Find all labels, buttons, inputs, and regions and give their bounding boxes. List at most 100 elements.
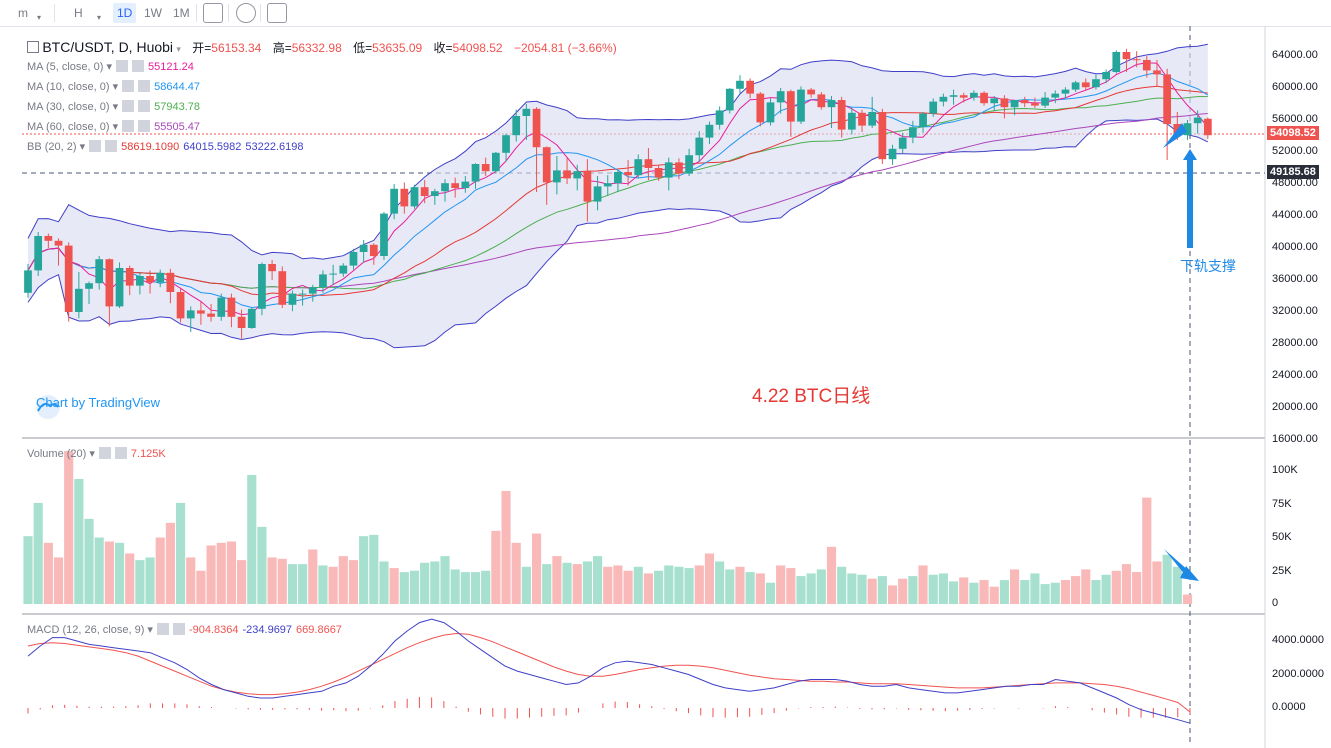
- chart-style-icon[interactable]: [203, 3, 223, 23]
- volume-bar: [450, 569, 460, 604]
- volume-bar: [959, 577, 969, 604]
- candle-body: [217, 297, 226, 317]
- indicator-ma10[interactable]: MA (10, close, 0) ▾ 58644.47: [27, 80, 201, 93]
- indicator-bb[interactable]: BB (20, 2) ▾ 58619.1090 64015.5982 53222.61…: [27, 140, 304, 153]
- interval-minute-dropdown[interactable]: m: [18, 6, 28, 20]
- price-axis-tick-label: 20000.00: [1272, 401, 1318, 413]
- candle-body: [1163, 74, 1172, 124]
- candle-body: [1081, 82, 1090, 88]
- support-arrow-small: [1163, 123, 1187, 148]
- volume-bar: [887, 585, 898, 604]
- ohlc-legend: BTC/USDT, D, Huobi ▾ 开=56153.34 高=56332.…: [27, 39, 617, 56]
- candle-body: [390, 188, 399, 214]
- macd-legend[interactable]: MACD (12, 26, close, 9) ▾ -904.8364 -234.9…: [27, 623, 342, 636]
- price-axis-tick-label: 16000.00: [1272, 433, 1318, 445]
- candle-body: [949, 95, 958, 97]
- volume-bar: [1111, 570, 1121, 604]
- interval-1w-button[interactable]: 1W: [144, 6, 162, 20]
- volume-bar: [369, 534, 379, 604]
- candle-body: [858, 112, 866, 126]
- close-icon[interactable]: [138, 100, 151, 112]
- symbol-title[interactable]: BTC/USDT, D, Huobi: [42, 39, 174, 55]
- candle-body: [817, 94, 826, 108]
- candle-body: [837, 100, 846, 130]
- settings-icon[interactable]: [122, 100, 135, 112]
- candle-body: [1153, 70, 1161, 75]
- indicator-label: MA (60, close, 0): [27, 121, 110, 133]
- volume-bar: [654, 570, 664, 604]
- indicator-value: 57943.78: [154, 101, 201, 113]
- settings-icon[interactable]: [122, 80, 135, 92]
- volume-bar: [257, 526, 267, 604]
- candle-body: [919, 113, 927, 128]
- volume-bar: [623, 570, 633, 604]
- indicator-ma60[interactable]: MA (60, close, 0) ▾ 55505.47: [27, 120, 201, 133]
- volume-bar: [877, 576, 887, 604]
- settings-icon[interactable]: [122, 120, 135, 132]
- volume-bar: [1132, 572, 1142, 604]
- close-icon[interactable]: [132, 60, 144, 72]
- volume-bar: [1101, 574, 1111, 604]
- volume-bar: [430, 561, 440, 604]
- volume-bar: [1071, 576, 1081, 604]
- volume-bar: [237, 560, 247, 604]
- candle-body: [583, 171, 592, 202]
- close-icon[interactable]: [138, 80, 151, 92]
- settings-gear-icon[interactable]: [236, 3, 256, 23]
- volume-bar: [216, 542, 226, 604]
- volume-bar: [226, 541, 236, 604]
- volume-bar: [1010, 569, 1020, 604]
- volume-bar: [267, 557, 277, 604]
- volume-legend[interactable]: Volume (20) ▾ 7.125K: [27, 447, 166, 460]
- candle-body: [634, 159, 643, 176]
- price-axis-tick-label: 52000.00: [1272, 145, 1318, 157]
- indicator-ma30[interactable]: MA (30, close, 0) ▾ 57943.78: [27, 100, 201, 113]
- volume-bar: [125, 553, 135, 604]
- chart-annotation: 4.22 BTC日线: [752, 386, 871, 407]
- volume-axis-tick-label: 0: [1272, 597, 1279, 609]
- candle-body: [329, 273, 337, 275]
- settings-icon[interactable]: [156, 623, 169, 635]
- volume-bar: [582, 561, 592, 604]
- fullscreen-icon[interactable]: [267, 3, 287, 23]
- price-axis-tick-label: 36000.00: [1272, 273, 1318, 285]
- candle-body: [807, 89, 816, 95]
- candle-body: [298, 293, 307, 295]
- interval-1m-button[interactable]: 1M: [173, 6, 190, 20]
- candle-body: [1183, 123, 1192, 136]
- volume-bar: [1050, 582, 1060, 604]
- volume-bar: [318, 565, 328, 604]
- volume-axis-tick-label: 75K: [1272, 497, 1292, 510]
- interval-hour-dropdown[interactable]: H: [74, 6, 83, 20]
- candle-body: [512, 116, 521, 136]
- volume-bar: [186, 557, 196, 604]
- settings-icon[interactable]: [98, 447, 111, 459]
- candle-body: [247, 308, 256, 328]
- settings-icon[interactable]: [89, 140, 102, 152]
- candle-body: [24, 270, 32, 293]
- tradingview-brand[interactable]: Chart by TradingView: [36, 395, 161, 410]
- low-value: 53635.09: [372, 41, 423, 55]
- chevron-down-icon: ▾: [37, 13, 42, 22]
- candle-body: [1092, 79, 1100, 88]
- close-icon[interactable]: [172, 623, 185, 635]
- candle-body: [349, 252, 358, 266]
- candle-body: [553, 170, 561, 183]
- close-icon[interactable]: [138, 120, 151, 132]
- settings-icon[interactable]: [116, 60, 128, 72]
- candle-body: [146, 276, 154, 283]
- volume-bar: [745, 572, 755, 604]
- candle-body: [990, 98, 999, 104]
- candle-body: [959, 95, 968, 98]
- price-axis-tick-label: 32000.00: [1272, 305, 1318, 317]
- bb-basis-value: 58619.1090: [121, 141, 180, 153]
- toolbar-divider: [196, 4, 197, 22]
- candle-body: [74, 288, 83, 312]
- interval-1d-button[interactable]: 1D: [113, 3, 137, 23]
- close-icon[interactable]: [114, 447, 127, 459]
- indicator-ma5[interactable]: MA (5, close, 0) ▾ 55121.24: [27, 60, 194, 73]
- collapse-icon[interactable]: [27, 41, 39, 53]
- bollinger-upper-line: [27, 43, 1208, 260]
- close-icon[interactable]: [105, 140, 118, 152]
